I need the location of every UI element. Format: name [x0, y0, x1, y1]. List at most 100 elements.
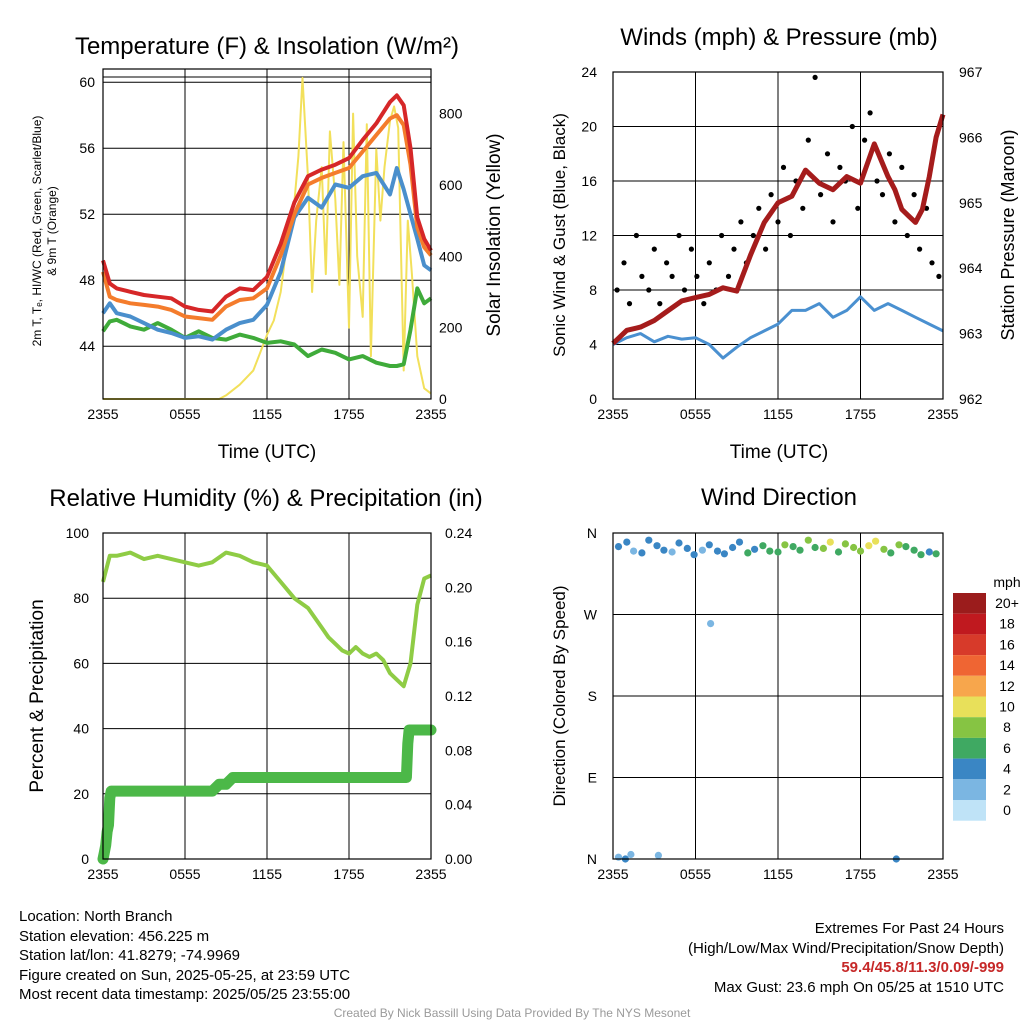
elevation-text: Station elevation: 456.225 m	[19, 927, 210, 945]
direction-x-tick: 2355	[927, 866, 958, 882]
direction-point	[774, 548, 782, 556]
humidity-x-tick: 2355	[87, 866, 118, 882]
direction-point	[675, 539, 683, 547]
speed-legend-label: 16	[999, 636, 1015, 652]
direction-x-tick: 1755	[845, 866, 876, 882]
speed-legend-swatch	[953, 800, 986, 821]
direction-point	[707, 620, 715, 628]
speed-legend-swatch	[953, 737, 986, 759]
gust-point	[646, 287, 652, 293]
temperature-right-tick: 400	[439, 248, 463, 264]
speed-legend-swatch	[953, 779, 986, 800]
direction-point	[910, 546, 918, 554]
gust-point	[621, 260, 627, 266]
speed-legend-swatch	[953, 675, 986, 697]
direction-point	[880, 545, 888, 553]
gust-point	[787, 232, 794, 239]
direction-point	[645, 536, 653, 544]
gust-point	[917, 246, 923, 252]
direction-point	[850, 543, 858, 552]
gust-point	[738, 219, 744, 225]
direction-point	[856, 547, 865, 555]
gust-point	[651, 246, 657, 252]
temperature-left-tick: 44	[79, 338, 95, 354]
humidity-left-tick: 80	[73, 590, 89, 606]
speed-legend-label: 6	[1003, 740, 1011, 756]
direction-point	[614, 853, 623, 861]
speed-legend-swatch	[953, 717, 986, 738]
gust-point	[763, 246, 769, 252]
humidity-panel-title: Relative Humidity (%) & Precipitation (i…	[49, 485, 482, 512]
gust-point	[892, 219, 898, 225]
station-info: Location: North Branch Station elevation…	[19, 907, 350, 1005]
series-hi-wc-line	[101, 166, 433, 342]
gust-point	[818, 192, 824, 198]
speed-legend-swatch	[953, 696, 986, 718]
humidity-right-tick: 0.16	[445, 634, 472, 650]
direction-point	[627, 850, 635, 859]
direction-point	[834, 548, 843, 556]
gust-point	[768, 192, 774, 198]
gust-point	[657, 301, 663, 307]
gust-point	[688, 246, 695, 252]
winds-left-tick: 24	[581, 64, 597, 80]
temperature-right-tick: 800	[439, 106, 463, 122]
direction-point	[614, 543, 623, 551]
gust-point	[626, 301, 633, 307]
direction-tick: S	[588, 688, 597, 704]
direction-point	[623, 538, 631, 546]
temperature-left-tick: 48	[79, 272, 95, 288]
direction-point	[865, 542, 873, 550]
credit-text: Created By Nick Bassill Using Data Provi…	[333, 1006, 691, 1020]
humidity-x-tick: 2355	[415, 866, 446, 882]
extremes-info: Extremes For Past 24 Hours (High/Low/Max…	[688, 919, 1004, 997]
direction-point	[690, 551, 698, 559]
speed-legend-label: 20+	[995, 595, 1019, 611]
winds-left-tick: 12	[581, 228, 597, 244]
series-2m-t-line	[101, 93, 433, 314]
speed-legend: mph 20+ 18 16 14 12 10 8 6 4 2 0	[953, 574, 1021, 821]
direction-point	[925, 548, 933, 556]
direction-point	[887, 549, 895, 557]
gust-point	[750, 232, 756, 239]
winds-left-tick: 8	[589, 282, 597, 298]
humidity-right-tick: 0.00	[445, 851, 472, 867]
gust-point	[824, 151, 831, 157]
temperature-left-tick: 56	[79, 140, 95, 156]
winds-frame	[612, 71, 944, 400]
direction-point	[735, 538, 744, 546]
gust-point	[911, 192, 917, 198]
gust-point	[929, 260, 935, 266]
temperature-ylabel-line1: 2m T, Tₑ, HI/WC (Red, Green, Scarlet/Blu…	[30, 116, 44, 347]
winds-right-tick: 964	[959, 260, 983, 276]
humidity-left-tick: 100	[66, 525, 90, 541]
temperature-ylabel-line2: & 9m T (Orange)	[45, 186, 59, 276]
speed-legend-label: 8	[1003, 719, 1011, 735]
speed-legend-swatch	[953, 634, 986, 656]
direction-tick: N	[587, 851, 597, 867]
speed-legend-swatch	[953, 593, 986, 614]
direction-point	[653, 542, 661, 550]
temperature-xlabel: Time (UTC)	[218, 442, 317, 463]
location-text: Location: North Branch	[19, 908, 173, 925]
gust-point	[837, 164, 843, 170]
gust-point	[756, 205, 762, 211]
winds-left-tick: 4	[589, 337, 597, 353]
humidity-left-tick: 0	[81, 851, 89, 867]
winds-x-tick: 1755	[845, 406, 876, 422]
direction-point	[766, 547, 774, 555]
winds-x-tick: 0555	[680, 406, 711, 422]
gust-point	[936, 273, 942, 279]
gust-point	[701, 301, 707, 307]
humidity-x-tick: 1755	[333, 866, 364, 882]
series-9m-t-line	[101, 113, 433, 322]
winds-ylabel-left: Sonic Wind & Gust (Blue, Black)	[550, 113, 569, 357]
speed-legend-swatch	[953, 758, 986, 780]
temperature-x-tick: 0555	[169, 406, 200, 422]
latlon-text: Station lat/lon: 41.8279; -74.9969	[19, 947, 241, 964]
extremes-subtitle: (High/Low/Max Wind/Precipitation/Snow De…	[688, 939, 1004, 957]
winds-right-tick: 966	[959, 129, 983, 145]
direction-point	[804, 536, 812, 544]
speed-legend-label: 2	[1003, 781, 1011, 797]
